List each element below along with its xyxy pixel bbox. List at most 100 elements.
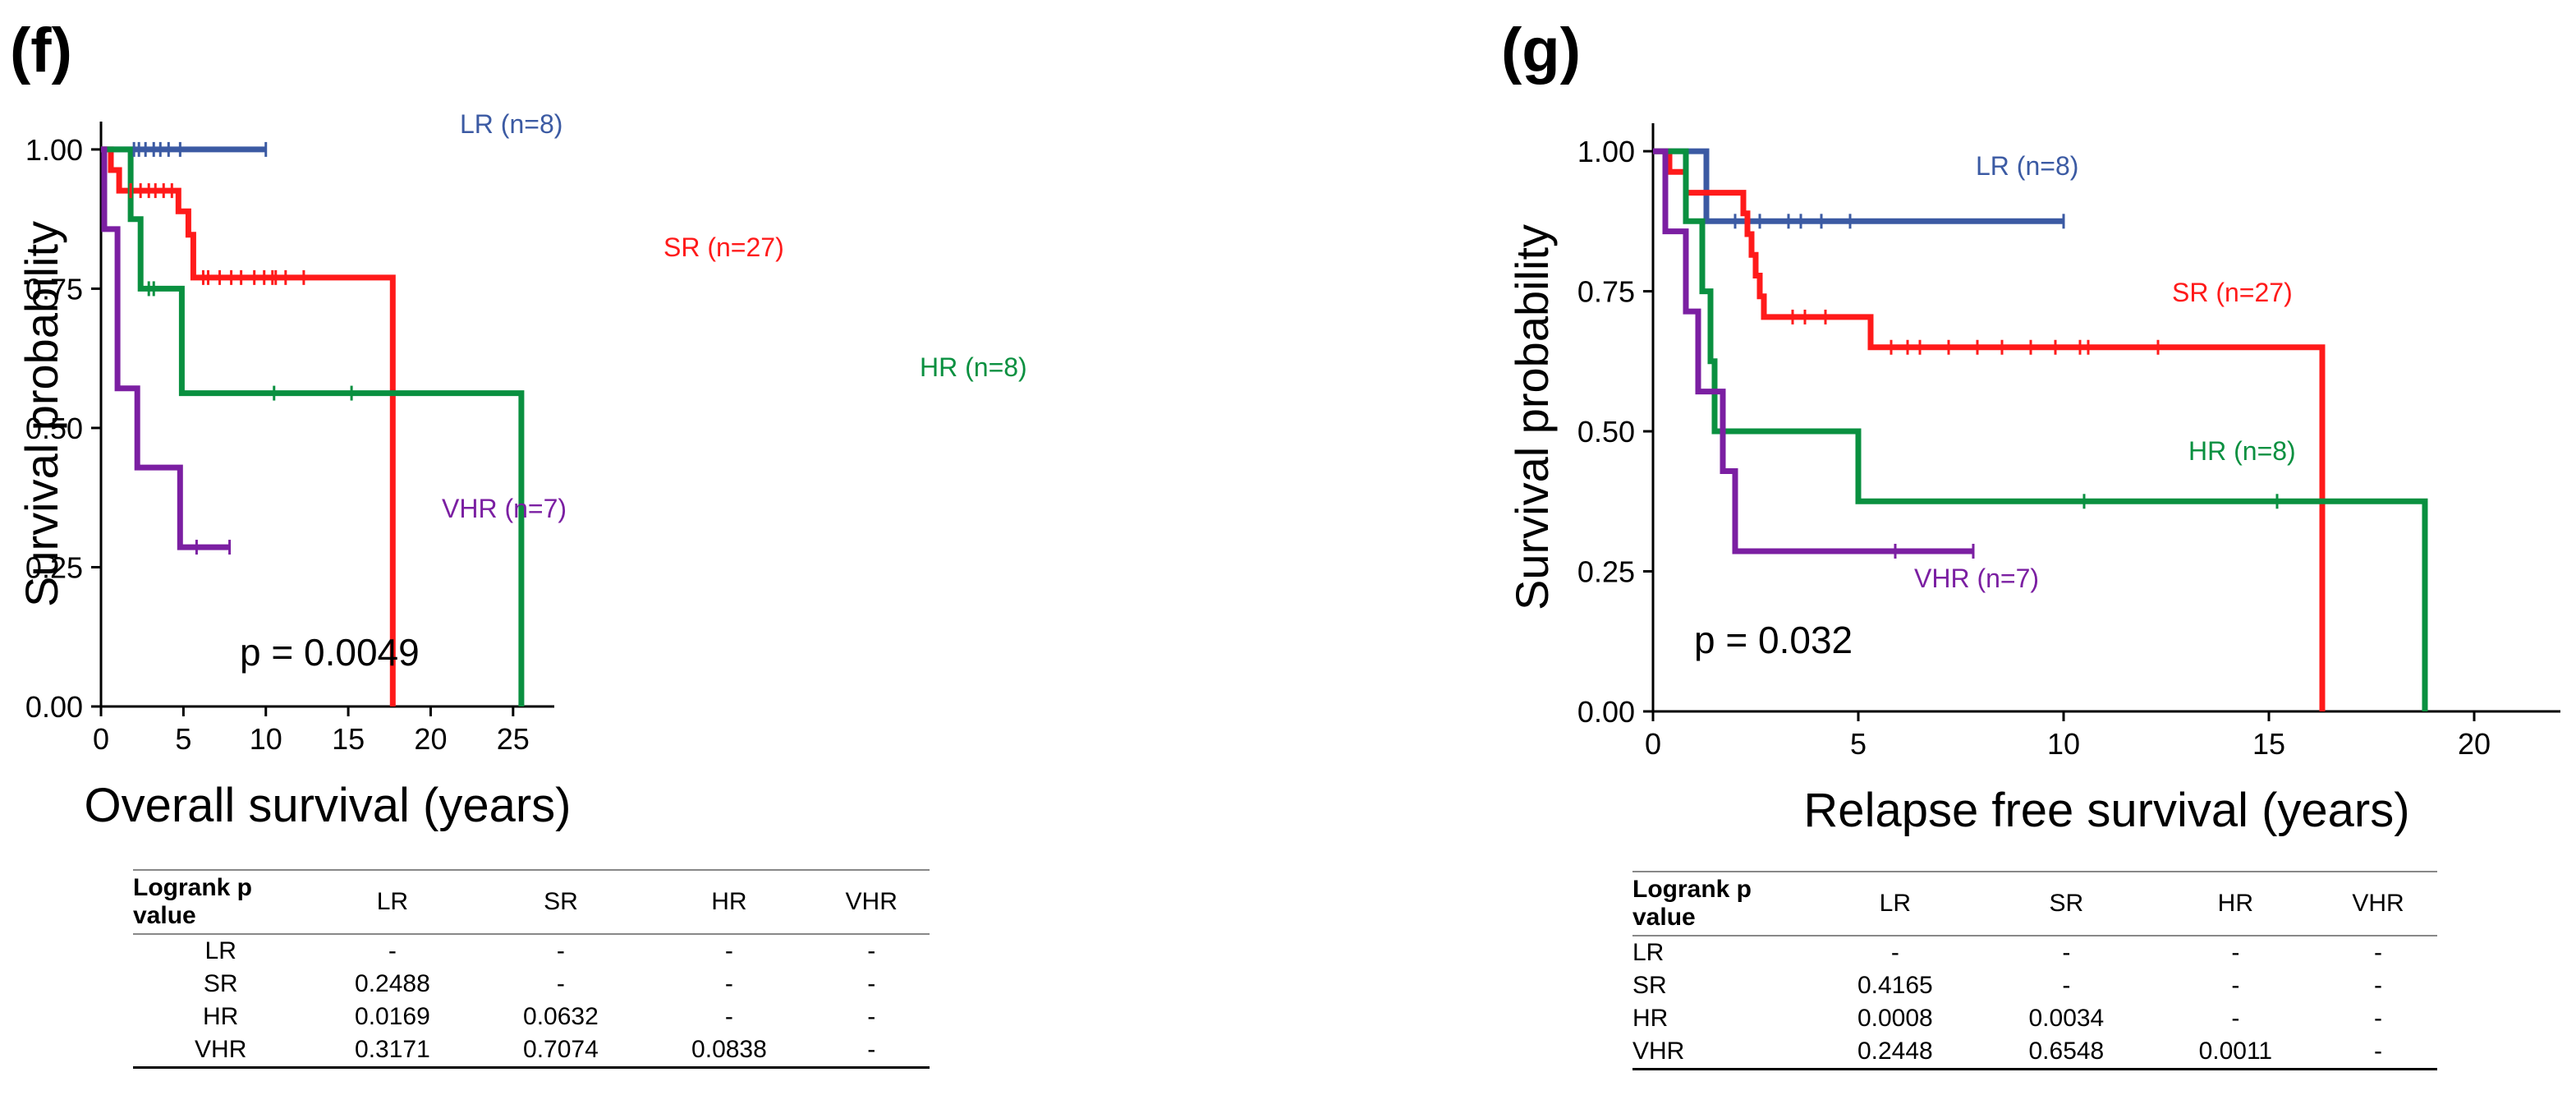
- table-cell: 0.0838: [691, 1036, 767, 1063]
- y-axis-title: Survival probability: [16, 221, 67, 607]
- table-cell: HR: [203, 1003, 239, 1030]
- panel-f: (f) 0.00 0.25 0.50 0.75 1.00 0 5 10 15 20 25 Overal…: [10, 16, 1027, 832]
- table-cell: VHR: [195, 1036, 247, 1063]
- table-cell: -: [2231, 1005, 2240, 1032]
- x-tick-label: 0: [93, 722, 109, 756]
- km-curve-vhr: [1653, 148, 1973, 554]
- table-cell: 0.0008: [1857, 1005, 1933, 1032]
- x-tick-label: 5: [175, 722, 191, 756]
- table-row: VHR 0.3171 0.7074 0.0838 -: [133, 1033, 930, 1068]
- table-cell: -: [2374, 1005, 2383, 1032]
- table-cell: 0.0034: [2028, 1005, 2105, 1032]
- table-cell: -: [556, 970, 565, 997]
- series-label-lr: LR (n=8): [460, 109, 562, 139]
- p-value-text: p = 0.032: [1694, 619, 1853, 661]
- table-cell: -: [556, 937, 565, 964]
- x-tick-label: 20: [414, 722, 447, 756]
- y-tick-label: 0.75: [1577, 275, 1635, 309]
- table-cell: VHR: [1632, 1038, 1685, 1065]
- km-chart-relapse-free-survival: 0.00 0.25 0.50 0.75 1.00 0 5 10 15 20 Relapse free…: [1506, 123, 2560, 837]
- table-cell: 0.0011: [2198, 1038, 2273, 1065]
- p-value-text: p = 0.0049: [240, 631, 420, 674]
- series-label-lr: LR (n=8): [1976, 151, 2078, 181]
- table-header: SR: [544, 888, 578, 915]
- panel-g: (g) 0.00 0.25 0.50 0.75 1.00 0 5 10 15 20 Relapse …: [1288, 0, 2575, 1109]
- table-header: VHR: [2352, 890, 2404, 917]
- table-cell: -: [2231, 972, 2240, 999]
- table-header-row: Logrank p value LR SR HR VHR: [1632, 872, 2437, 936]
- x-tick-label: 0: [1645, 727, 1661, 761]
- table-header: VHR: [845, 888, 898, 915]
- table-header: HR: [711, 888, 747, 915]
- table-header: LR: [376, 888, 409, 915]
- x-tick-label: 5: [1850, 727, 1867, 761]
- x-tick-label: 10: [2047, 727, 2080, 761]
- x-tick-label: 10: [250, 722, 282, 756]
- series-label-sr: SR (n=27): [2172, 278, 2293, 307]
- table-cell: -: [2374, 1038, 2383, 1065]
- table-header: HR: [2217, 890, 2254, 917]
- table-row: HR 0.0008 0.0034 - -: [1632, 1002, 2437, 1035]
- series-label-hr: HR (n=8): [2188, 436, 2296, 466]
- table-cell: 0.6548: [2028, 1038, 2105, 1065]
- km-curve-hr: [101, 146, 525, 706]
- table-row: LR - - - -: [133, 934, 930, 968]
- km-curve-hr: [1653, 148, 2428, 711]
- y-tick-label: 0.25: [1577, 555, 1635, 589]
- y-axis-title: Survival probability: [1506, 224, 1558, 610]
- table-cell: 0.2448: [1857, 1038, 1933, 1065]
- series-label-hr: HR (n=8): [920, 352, 1027, 382]
- table-cell: LR: [1632, 939, 1665, 966]
- table-cell: LR: [204, 937, 236, 964]
- y-tick-label: 0.25: [25, 550, 83, 584]
- table-cell: 0.2488: [355, 970, 430, 997]
- table-header: Logrank p value: [133, 874, 253, 929]
- km-curve-sr: [101, 146, 396, 706]
- y-tick-label: 0.50: [1577, 415, 1635, 449]
- km-chart-overall-survival: 0.00 0.25 0.50 0.75 1.00 0 5 10 15 20 25 Overall su…: [16, 109, 1027, 832]
- table-cell: 0.4165: [1857, 972, 1933, 999]
- logrank-table-relapse-free: Logrank p value LR SR HR VHR LR - - - - …: [1632, 871, 2437, 1070]
- table-cell: -: [867, 1003, 876, 1030]
- table-row: HR 0.0169 0.0632 - -: [133, 1001, 930, 1033]
- series-label-sr: SR (n=27): [664, 232, 784, 262]
- table-cell: -: [867, 937, 876, 964]
- logrank-table-overall: Logrank p value LR SR HR VHR LR - - - - …: [133, 869, 930, 1069]
- table-cell: -: [867, 970, 876, 997]
- series-label-vhr: VHR (n=7): [1914, 564, 2039, 593]
- y-tick-label: 1.00: [1577, 135, 1635, 168]
- x-tick-label: 20: [2458, 727, 2491, 761]
- y-tick-label: 1.00: [25, 133, 83, 167]
- panel-label: (f): [10, 16, 72, 85]
- table-cell: -: [388, 937, 397, 964]
- table-cell: -: [2374, 972, 2383, 999]
- table-cell: -: [2374, 939, 2383, 966]
- y-tick-label: 0.50: [25, 412, 83, 445]
- table-cell: -: [724, 1003, 733, 1030]
- table-header: SR: [2049, 890, 2084, 917]
- table-row: LR - - - -: [1632, 936, 2437, 969]
- table-header: LR: [1879, 890, 1912, 917]
- table-row: VHR 0.2448 0.6548 0.0011 -: [1632, 1035, 2437, 1070]
- table-cell: -: [724, 970, 733, 997]
- table-header-row: Logrank p value LR SR HR VHR: [133, 870, 930, 934]
- x-axis-title: Relapse free survival (years): [1803, 784, 2409, 837]
- x-tick-label: 25: [497, 722, 530, 756]
- x-axis-title: Overall survival (years): [85, 779, 572, 832]
- table-cell: -: [724, 937, 733, 964]
- table-row: SR 0.4165 - - -: [1632, 969, 2437, 1002]
- table-cell: SR: [203, 970, 238, 997]
- series-label-vhr: VHR (n=7): [442, 494, 567, 523]
- x-tick-label: 15: [2252, 727, 2285, 761]
- panel-label: (g): [1501, 16, 1582, 85]
- table-cell: -: [2231, 939, 2240, 966]
- table-cell: HR: [1632, 1005, 1669, 1032]
- table-cell: 0.3171: [355, 1036, 430, 1063]
- table-cell: -: [1890, 939, 1899, 966]
- km-curve-vhr: [101, 146, 230, 550]
- table-cell: SR: [1632, 972, 1667, 999]
- table-cell: -: [2062, 972, 2071, 999]
- table-cell: -: [867, 1036, 876, 1063]
- x-tick-label: 15: [332, 722, 365, 756]
- table-header: Logrank p value: [1632, 876, 1752, 931]
